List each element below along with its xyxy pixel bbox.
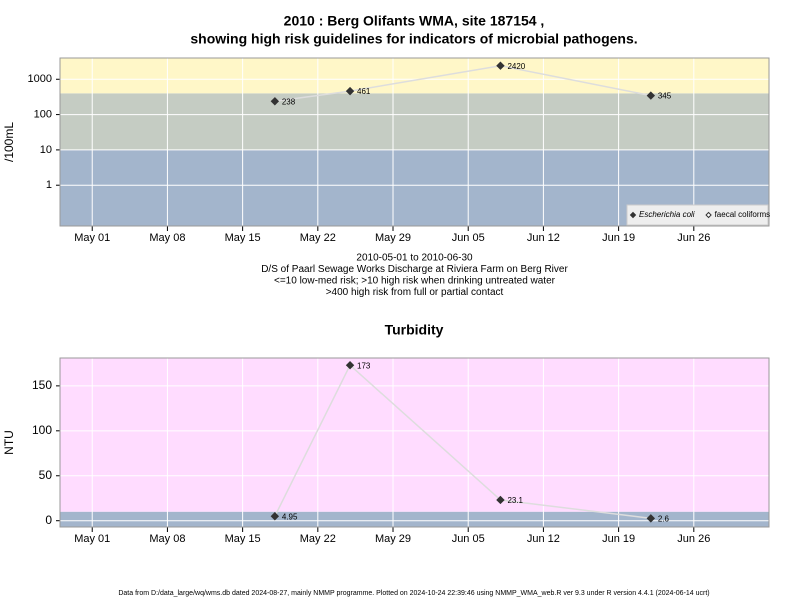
data-point bbox=[345, 86, 355, 96]
data-point bbox=[270, 512, 280, 521]
plot-frame bbox=[59, 57, 770, 227]
risk-band bbox=[60, 358, 769, 512]
y-tick-label: 100 bbox=[34, 108, 52, 120]
chart-subtitle: showing high risk guidelines for indicat… bbox=[190, 31, 637, 47]
data-point bbox=[646, 91, 656, 100]
series-line bbox=[274, 363, 651, 520]
x-tick-label: May 08 bbox=[149, 232, 185, 244]
y-tick-label: 10 bbox=[40, 144, 52, 156]
data-label: 2420 bbox=[507, 62, 525, 71]
note: D/S of Paarl Sewage Works Discharge at R… bbox=[261, 264, 568, 275]
x-tick-label: May 15 bbox=[225, 533, 261, 545]
data-label: 173 bbox=[357, 361, 371, 370]
risk-band bbox=[60, 511, 769, 527]
y-tick-label: 0 bbox=[45, 513, 52, 527]
y-tick-label: 150 bbox=[32, 378, 52, 392]
footer: Data from D:/data_large/wq/wms.db dated … bbox=[118, 590, 709, 597]
legend-box bbox=[626, 204, 769, 226]
series-line bbox=[274, 64, 651, 103]
x-tick-label: May 15 bbox=[225, 232, 261, 244]
chart-title: 2010 : Berg Olifants WMA, site 187154 , bbox=[284, 13, 545, 29]
legend-label: Escherichia coli bbox=[639, 210, 695, 219]
data-label: 4.95 bbox=[282, 512, 298, 521]
y-axis-title: /100mL bbox=[2, 122, 16, 162]
data-label: 2.6 bbox=[658, 514, 670, 523]
x-tick-label: May 29 bbox=[375, 533, 411, 545]
x-tick-label: May 01 bbox=[74, 232, 110, 244]
y-tick-label: 50 bbox=[39, 468, 53, 482]
x-tick-label: May 01 bbox=[74, 533, 110, 545]
plot-frame bbox=[59, 357, 770, 528]
data-point bbox=[646, 514, 656, 523]
x-tick-label: Jun 12 bbox=[527, 232, 560, 244]
legend-marker bbox=[629, 211, 637, 219]
risk-band bbox=[60, 93, 769, 150]
y-tick-label: 100 bbox=[32, 423, 52, 437]
note: >400 high risk from full or partial cont… bbox=[326, 287, 504, 298]
data-point bbox=[496, 495, 505, 505]
note: <=10 low-med risk; >10 high risk when dr… bbox=[274, 276, 556, 287]
x-tick-label: Jun 19 bbox=[602, 232, 635, 244]
x-tick-label: Jun 05 bbox=[452, 533, 485, 545]
legend-label: faecal coliforms bbox=[715, 210, 771, 219]
data-point bbox=[496, 61, 505, 70]
data-label: 345 bbox=[658, 92, 672, 101]
x-tick-label: Jun 26 bbox=[677, 533, 710, 545]
x-tick-label: May 22 bbox=[300, 533, 336, 545]
y-tick-label: 1 bbox=[46, 179, 52, 191]
legend-marker bbox=[705, 211, 712, 219]
x-tick-label: May 29 bbox=[375, 232, 411, 244]
x-tick-label: Jun 19 bbox=[602, 533, 635, 545]
y-tick-label: 1000 bbox=[28, 73, 52, 85]
y-axis-title: NTU bbox=[2, 430, 16, 455]
x-tick-label: Jun 05 bbox=[452, 232, 485, 244]
data-label: 238 bbox=[282, 97, 296, 106]
chart-title: Turbidity bbox=[385, 322, 444, 338]
note: 2010-05-01 to 2010-06-30 bbox=[356, 253, 473, 264]
x-tick-label: Jun 26 bbox=[677, 232, 710, 244]
x-tick-label: May 08 bbox=[149, 533, 185, 545]
x-tick-label: Jun 12 bbox=[527, 533, 560, 545]
x-tick-label: May 22 bbox=[300, 232, 336, 244]
data-point bbox=[345, 360, 355, 370]
data-label: 23.1 bbox=[507, 496, 523, 505]
data-point bbox=[270, 97, 280, 106]
data-label: 461 bbox=[357, 87, 371, 96]
risk-band bbox=[60, 58, 769, 94]
